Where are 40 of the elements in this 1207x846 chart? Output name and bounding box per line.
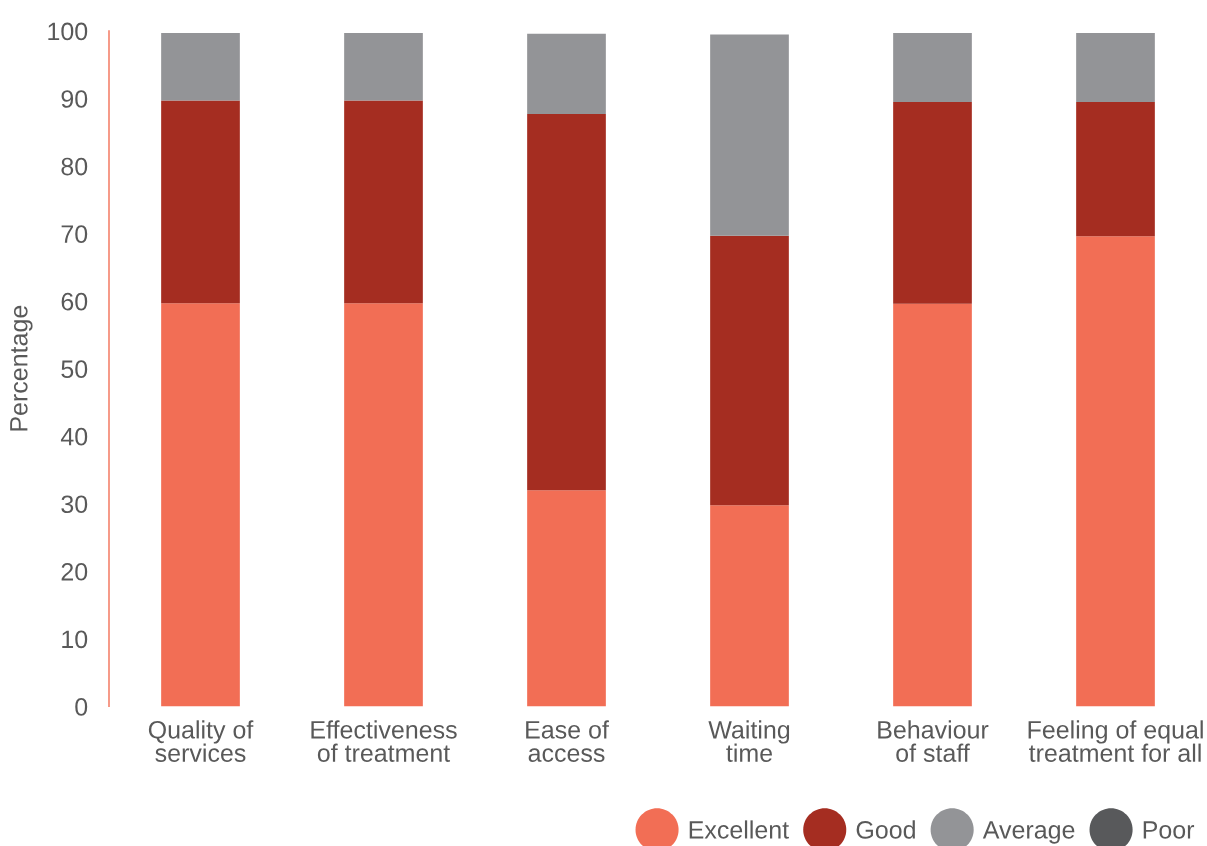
bar: [1076, 236, 1155, 707]
y-tick-label: 70: [61, 225, 88, 243]
y-tick-label: 20: [61, 562, 88, 581]
bar: [1076, 33, 1155, 102]
y-tick-label: 10: [62, 630, 88, 649]
bar: [161, 100, 240, 304]
y-tick-label: 60: [61, 292, 88, 311]
bar: [344, 100, 423, 304]
y-tick-label: 50: [61, 360, 88, 378]
bar: [1076, 101, 1155, 237]
bar: [710, 235, 789, 506]
bar: [710, 34, 789, 236]
bar: [893, 33, 972, 102]
bar: [527, 33, 606, 115]
legend-label: Good: [856, 820, 915, 839]
bar: [527, 114, 606, 491]
bar: [527, 490, 606, 707]
y-axis-title: Percentage: [10, 305, 33, 431]
y-tick-label: 0: [75, 698, 88, 716]
y-tick-label: 40: [60, 427, 88, 446]
y-tick-label: 100: [48, 22, 88, 41]
x-tick-label: Effectiveness of treatment: [311, 720, 457, 762]
x-tick-label: Ease of access: [526, 720, 609, 762]
x-tick-label: Quality of services: [148, 720, 254, 762]
bar: [161, 303, 240, 707]
x-tick-label: Waiting time: [708, 720, 790, 762]
y-tick-label: 90: [61, 90, 88, 108]
bar: [344, 303, 423, 707]
y-tick-label: 80: [61, 157, 88, 176]
legend-label: Poor: [1143, 821, 1195, 839]
y-tick-label: 30: [61, 495, 88, 514]
x-tick-label: Behaviour of staff: [878, 720, 989, 762]
bar: [161, 33, 240, 101]
bar: [893, 101, 972, 304]
bar: [893, 303, 972, 707]
legend-label: Average: [982, 821, 1075, 844]
bar: [344, 33, 423, 101]
x-tick-label: Feeling of equal treatment for all: [1028, 720, 1203, 762]
bar: [710, 505, 789, 707]
legend-label: Excellent: [689, 820, 789, 839]
